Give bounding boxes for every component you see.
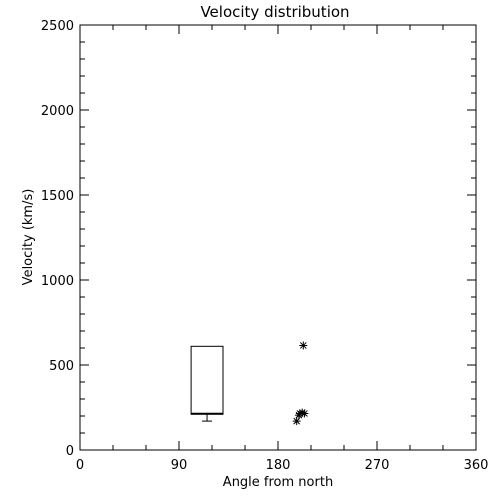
y-tick-label: 1500 [41, 189, 74, 204]
x-axis-label: Angle from north [223, 475, 333, 490]
y-tick-label: 0 [66, 444, 74, 459]
outlier-point [296, 409, 304, 418]
outlier-point [298, 408, 307, 417]
y-axis-ticks: 0 500 1000 1500 2000 2500 [41, 19, 476, 459]
x-tick-label: 90 [171, 458, 188, 473]
y-tick-label: 2500 [41, 19, 74, 34]
x-axis-ticks: 0 90 180 270 360 [76, 25, 489, 473]
x-tick-label: 360 [464, 458, 489, 473]
x-tick-label: 0 [76, 458, 84, 473]
outlier-point [300, 409, 309, 418]
x-tick-label: 180 [266, 458, 291, 473]
outlier-point [292, 417, 301, 426]
x-tick-label: 270 [365, 458, 390, 473]
y-tick-label: 2000 [41, 104, 74, 119]
outlier-point [299, 341, 308, 350]
outlier-series [292, 341, 309, 426]
box-body [190, 345, 224, 415]
y-tick-label: 1000 [41, 274, 74, 289]
y-tick-label: 500 [49, 359, 74, 374]
y-axis-label: Velocity (km/s) [21, 189, 36, 286]
chart-title: Velocity distribution [200, 3, 349, 21]
plot-frame [79, 24, 477, 451]
box-series [190, 345, 224, 422]
